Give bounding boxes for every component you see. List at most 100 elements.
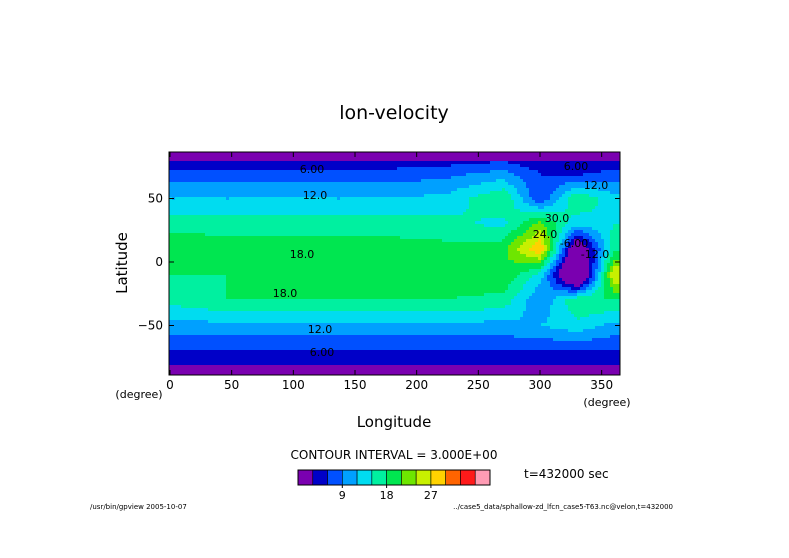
- contour-cell: [598, 185, 602, 189]
- contour-cell: [181, 167, 185, 171]
- contour-cell: [547, 239, 551, 243]
- contour-cell: [262, 239, 266, 243]
- contour-cell: [250, 221, 254, 225]
- contour-cell: [532, 245, 536, 249]
- contour-cell: [598, 239, 602, 243]
- contour-cell: [538, 227, 542, 231]
- contour-cell: [334, 197, 338, 201]
- contour-cell: [523, 194, 527, 198]
- contour-cell: [358, 215, 362, 219]
- contour-cell: [358, 194, 362, 198]
- contour-cell: [460, 224, 464, 228]
- contour-cell: [208, 224, 212, 228]
- contour-cell: [559, 200, 563, 204]
- contour-cell: [496, 236, 500, 240]
- contour-cell: [364, 212, 368, 216]
- contour-cell: [220, 182, 224, 186]
- contour-cell: [532, 179, 536, 183]
- contour-cell: [187, 206, 191, 210]
- contour-cell: [304, 170, 308, 174]
- contour-cell: [607, 179, 611, 183]
- contour-cell: [304, 218, 308, 222]
- contour-cell: [280, 194, 284, 198]
- contour-cell: [343, 173, 347, 177]
- contour-cell: [511, 167, 515, 171]
- contour-cell: [292, 245, 296, 249]
- contour-cell: [565, 161, 569, 165]
- contour-cell: [280, 185, 284, 189]
- contour-cell: [250, 224, 254, 228]
- contour-cell: [355, 188, 359, 192]
- contour-cell: [232, 161, 236, 165]
- contour-cell: [496, 206, 500, 210]
- contour-cell: [595, 161, 599, 165]
- contour-cell: [403, 176, 407, 180]
- contour-cell: [172, 212, 176, 216]
- contour-cell: [421, 182, 425, 186]
- contour-cell: [583, 170, 587, 174]
- contour-cell: [241, 203, 245, 207]
- contour-cell: [319, 200, 323, 204]
- contour-cell: [607, 236, 611, 240]
- contour-cell: [595, 176, 599, 180]
- contour-cell: [547, 227, 551, 231]
- contour-cell: [445, 230, 449, 234]
- contour-cell: [325, 224, 329, 228]
- contour-cell: [430, 215, 434, 219]
- contour-cell: [436, 209, 440, 213]
- contour-cell: [358, 164, 362, 168]
- contour-cell: [427, 230, 431, 234]
- contour-cell: [388, 224, 392, 228]
- contour-cell: [274, 203, 278, 207]
- contour-cell: [322, 200, 326, 204]
- contour-cell: [181, 224, 185, 228]
- contour-cell: [229, 221, 233, 225]
- contour-cell: [313, 161, 317, 165]
- contour-cell: [229, 161, 233, 165]
- contour-cell: [196, 173, 200, 177]
- contour-cell: [307, 218, 311, 222]
- contour-cell: [472, 224, 476, 228]
- contour-cell: [577, 185, 581, 189]
- contour-cell: [601, 191, 605, 195]
- contour-cell: [484, 203, 488, 207]
- contour-cell: [280, 209, 284, 213]
- contour-cell: [259, 188, 263, 192]
- contour-cell: [346, 176, 350, 180]
- contour-cell: [481, 209, 485, 213]
- contour-cell: [463, 242, 467, 246]
- contour-cell: [448, 209, 452, 213]
- contour-cell: [610, 176, 614, 180]
- contour-cell: [307, 224, 311, 228]
- contour-cell: [565, 179, 569, 183]
- contour-cell: [547, 182, 551, 186]
- contour-cell: [331, 161, 335, 165]
- contour-cell: [580, 221, 584, 225]
- contour-cell: [418, 215, 422, 219]
- contour-cell: [358, 221, 362, 225]
- contour-cell: [295, 245, 299, 249]
- contour-cell: [523, 227, 527, 231]
- contour-cell: [505, 191, 509, 195]
- contour-cell: [355, 194, 359, 198]
- contour-cell: [418, 212, 422, 216]
- contour-cell: [310, 176, 314, 180]
- contour-cell: [364, 239, 368, 243]
- contour-cell: [406, 197, 410, 201]
- contour-cell: [322, 233, 326, 237]
- contour-cell: [358, 200, 362, 204]
- contour-cell: [223, 233, 227, 237]
- contour-cell: [535, 161, 539, 165]
- contour-cell: [322, 179, 326, 183]
- contour-cell: [376, 179, 380, 183]
- contour-cell: [313, 194, 317, 198]
- contour-cell: [391, 179, 395, 183]
- contour-cell: [256, 191, 260, 195]
- contour-cell: [262, 245, 266, 249]
- contour-cell: [436, 224, 440, 228]
- contour-cell: [274, 215, 278, 219]
- contour-cell: [310, 230, 314, 234]
- contour-cell: [571, 224, 575, 228]
- contour-cell: [388, 230, 392, 234]
- contour-cell: [481, 206, 485, 210]
